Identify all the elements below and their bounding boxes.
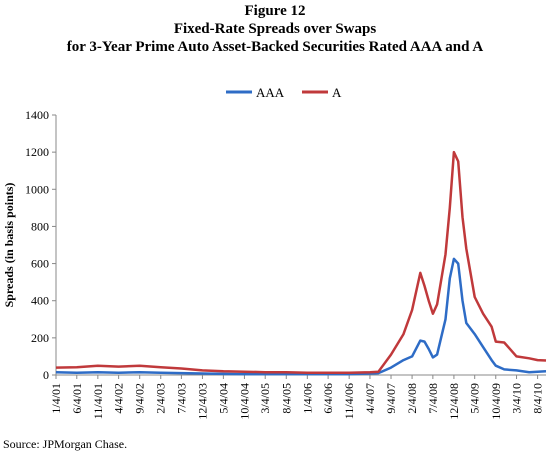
x-tick-label: 11/4/06 bbox=[342, 383, 356, 419]
y-tick-label: 200 bbox=[31, 331, 49, 345]
x-tick-label: 10/4/04 bbox=[237, 383, 251, 420]
series-line-a bbox=[55, 150, 547, 375]
x-tick-label: 9/4/02 bbox=[133, 383, 147, 414]
series-line-aaa bbox=[55, 257, 547, 376]
chart-title-line-1: Fixed-Rate Spreads over Swaps bbox=[173, 21, 377, 37]
x-tick-label: 8/4/05 bbox=[279, 383, 293, 414]
x-tick-label: 4/4/07 bbox=[363, 383, 377, 414]
y-tick-label: 800 bbox=[31, 219, 49, 233]
y-tick-label: 0 bbox=[43, 368, 49, 382]
x-tick-label: 11/4/01 bbox=[91, 383, 105, 419]
figure-label: Figure 12 bbox=[244, 3, 306, 19]
legend: AAA A bbox=[226, 85, 342, 100]
x-tick-label: 2/4/08 bbox=[405, 383, 419, 414]
chart-titles: Figure 12 Fixed-Rate Spreads over Swaps … bbox=[0, 2, 550, 56]
source-note: Source: JPMorgan Chase. bbox=[3, 437, 128, 451]
x-tick-label: 1/4/01 bbox=[49, 383, 63, 414]
x-tick-label: 7/4/03 bbox=[174, 383, 188, 414]
x-tick-label: 5/4/04 bbox=[216, 383, 230, 414]
y-axis: 0 200 400 600 800 1000 1200 1400 Spreads (in bas… bbox=[2, 108, 57, 382]
y-tick-label: 400 bbox=[31, 294, 49, 308]
chart-title-line-2: for 3-Year Prime Auto Asset-Backed Secur… bbox=[66, 39, 484, 55]
x-tick-label: 5/4/09 bbox=[468, 383, 482, 414]
x-axis: 1/4/01 6/4/01 11/4/01 4/4/02 9/4/02 2/4/03 7/4… bbox=[49, 374, 546, 420]
legend-label-a: A bbox=[332, 85, 342, 100]
x-tick-label: 10/4/09 bbox=[489, 383, 503, 420]
x-tick-label: 12/4/03 bbox=[195, 383, 209, 420]
x-tick-label: 6/4/01 bbox=[70, 383, 84, 414]
y-tick-label: 1200 bbox=[25, 145, 49, 159]
x-tick-label: 8/4/10 bbox=[531, 383, 545, 414]
y-tick-label: 600 bbox=[31, 257, 49, 271]
x-tick-label: 7/4/08 bbox=[426, 383, 440, 414]
y-tick-label: 1400 bbox=[25, 108, 49, 122]
y-tick-label: 1000 bbox=[25, 182, 49, 196]
x-tick-label: 1/4/06 bbox=[300, 383, 314, 414]
x-tick-label: 4/4/02 bbox=[112, 383, 126, 414]
x-tick-label: 2/4/03 bbox=[154, 383, 168, 414]
plot-area bbox=[55, 150, 547, 376]
x-tick-label: 9/4/07 bbox=[384, 383, 398, 414]
x-tick-label: 3/4/05 bbox=[258, 383, 272, 414]
x-tick-label: 12/4/08 bbox=[447, 383, 461, 420]
x-tick-label: 3/4/10 bbox=[510, 383, 524, 414]
legend-label-aaa: AAA bbox=[256, 85, 285, 100]
y-axis-label: Spreads (in basis points) bbox=[2, 183, 16, 308]
x-tick-label: 6/4/06 bbox=[321, 383, 335, 414]
